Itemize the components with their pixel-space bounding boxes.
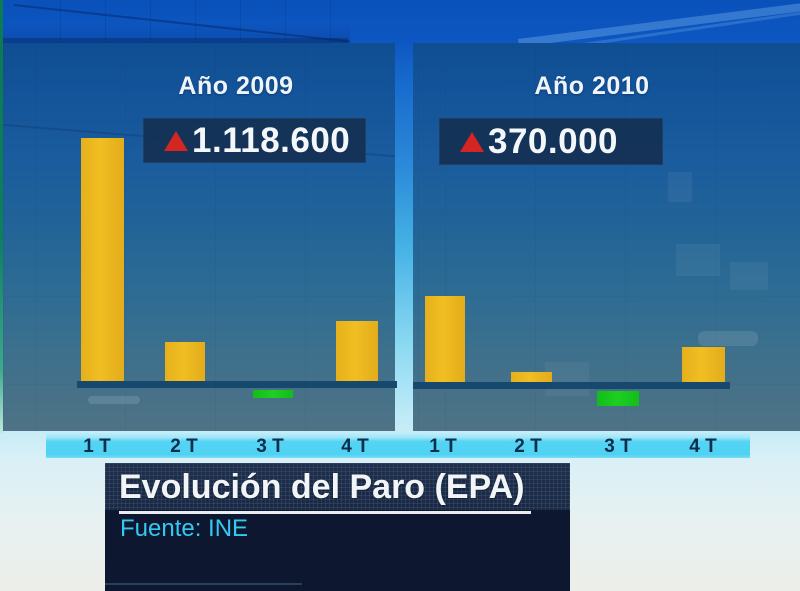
left-edge-accent [0,0,3,433]
increase-triangle-icon [164,130,188,151]
quarter-label-4: 1 T [429,436,457,457]
quarter-label-0: 1 T [83,436,111,457]
panel-grid-texture [413,43,800,431]
top-banner [0,0,800,43]
bar-2010-2t [511,372,552,382]
quarter-axis-strip: 1 T 2 T 3 T 4 T 1 T 2 T 3 T 4 T [46,433,750,458]
footer-title: Evolución del Paro (EPA) [119,468,525,506]
quarter-label-6: 3 T [604,436,632,457]
background-shade [0,0,350,43]
panel-title-2010: Año 2010 [534,72,650,100]
footer-title-texture [105,463,570,510]
footer-title-underline [119,511,531,514]
mosaic-patch [676,244,720,276]
total-value-2010: 370.000 [488,121,619,161]
chart-panel-2010 [413,43,800,431]
mosaic-patch [730,262,768,290]
bar-2010-3t [597,391,639,406]
bar-2010-4t [682,347,725,382]
bar-2009-4t [336,321,378,381]
footer-bottom-line [105,583,302,585]
quarter-label-5: 2 T [514,436,542,457]
bar-2009-3t [253,390,293,398]
quarter-label-7: 4 T [689,436,717,457]
chart-panel-2009 [3,43,395,431]
axis-line-2009 [77,381,397,388]
bar-2009-2t [165,342,205,381]
footer-panel: Evolución del Paro (EPA) Fuente: INE [105,463,570,591]
footer-source: Fuente: INE [120,515,249,542]
quarter-label-2: 3 T [256,436,284,457]
background-horizon-line [0,38,348,43]
bar-reflection-smudge [698,331,758,346]
total-badge-2009: 1.118.600 [143,118,366,163]
background-swoosh-highlight [518,1,800,43]
background-grid-lines [60,0,360,43]
axis-line-2010 [413,382,730,389]
quarter-label-1: 2 T [170,436,198,457]
bar-reflection-smudge [88,396,140,404]
bar-2010-1t [425,296,465,382]
mosaic-patch [545,362,589,396]
quarter-label-3: 4 T [341,436,369,457]
total-badge-2010: 370.000 [439,118,663,165]
total-value-2009: 1.118.600 [192,120,351,160]
bar-2009-1t [81,138,124,381]
panel-title-2009: Año 2009 [178,72,294,100]
increase-triangle-icon [460,131,484,152]
mosaic-patch [668,172,692,202]
